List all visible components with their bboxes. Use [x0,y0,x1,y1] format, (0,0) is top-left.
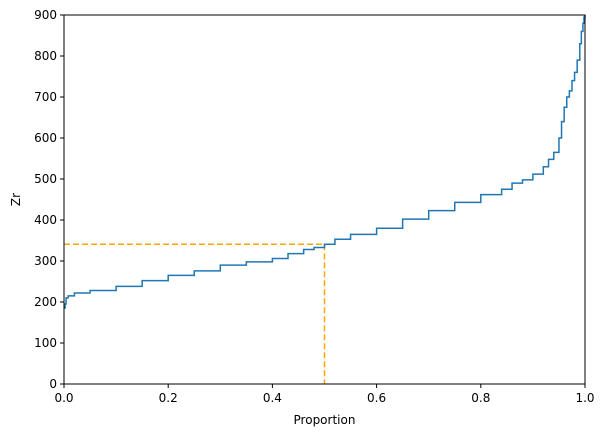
plot-frame [63,14,586,385]
x-tick-label: 0.0 [54,391,73,405]
x-tick-label: 0.2 [159,391,178,405]
y-tick-label: 300 [34,254,57,268]
y-tick-label: 200 [34,295,57,309]
x-tick-label: 0.6 [367,391,386,405]
y-tick-label: 700 [34,90,57,104]
y-tick-label: 800 [34,49,57,63]
y-tick-label: 600 [34,131,57,145]
x-tick-label: 1.0 [575,391,594,405]
x-axis-label: Proportion [294,413,356,427]
y-tick-label: 900 [34,8,57,22]
y-tick-label: 0 [49,377,57,391]
y-axis-ticks: 0 100 200 300 400 500 600 700 800 900 [34,8,64,391]
series-group [64,15,586,309]
x-tick-label: 0.4 [263,391,282,405]
y-tick-label: 400 [34,213,57,227]
x-axis-ticks: 0.0 0.2 0.4 0.6 0.8 1.0 [54,384,595,405]
ecdf-step-line [64,15,586,309]
median-reference-lines [64,243,326,384]
x-tick-label: 0.8 [471,391,490,405]
y-axis-label: Zr [9,193,23,206]
y-tick-label: 100 [34,336,57,350]
y-tick-label: 500 [34,172,57,186]
